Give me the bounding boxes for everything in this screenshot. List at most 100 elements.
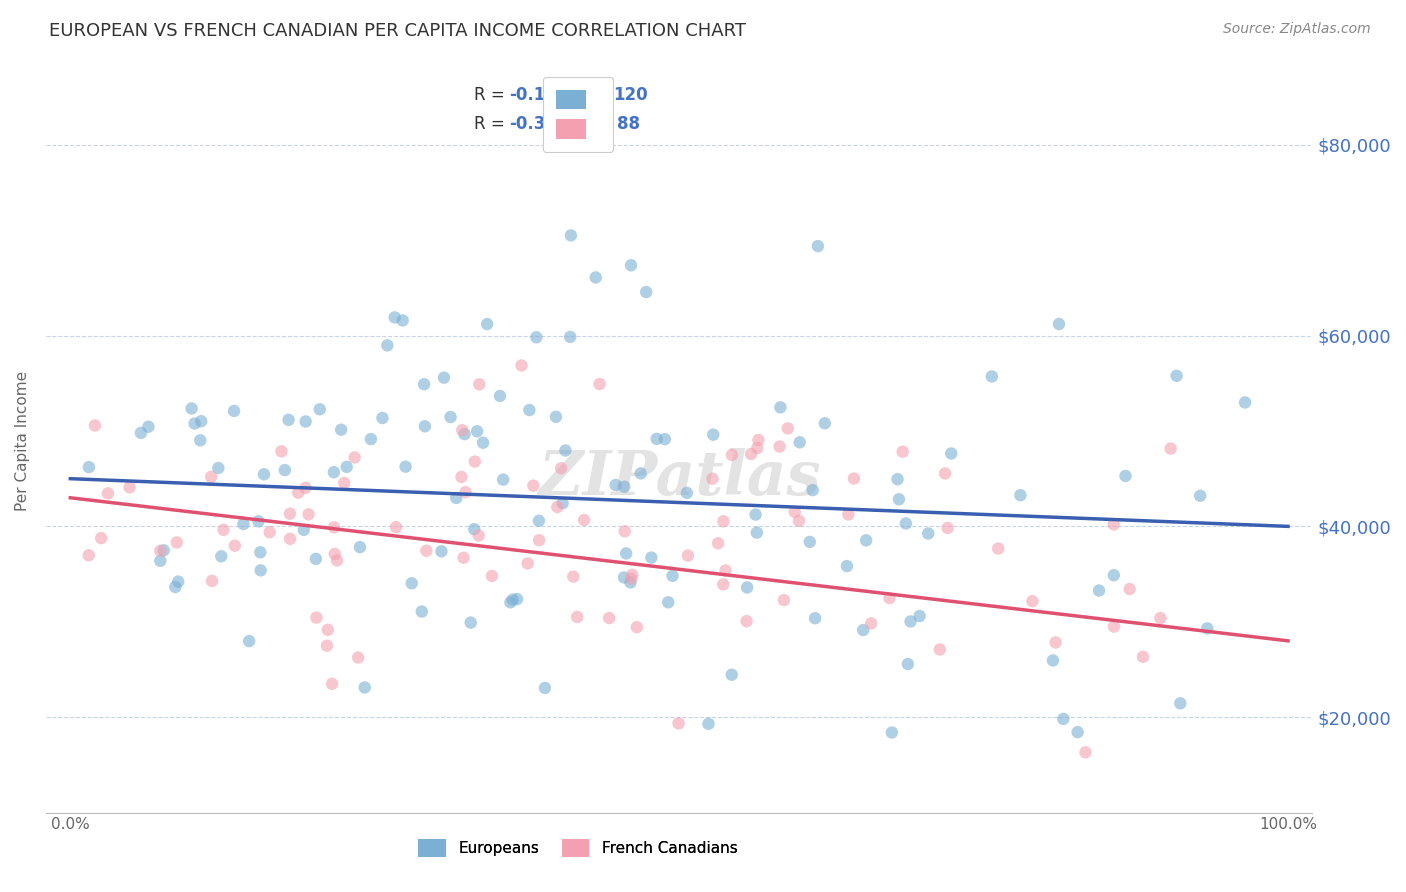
Point: [1042, 653, 1064, 667]
Point: [711, 577, 734, 591]
Point: [807, 239, 830, 253]
Point: [740, 447, 762, 461]
Point: [550, 461, 572, 475]
Point: [472, 435, 495, 450]
Point: [897, 657, 920, 671]
Text: ZIPatlas: ZIPatlas: [538, 448, 821, 508]
Point: [188, 434, 211, 448]
Point: [886, 472, 908, 486]
Point: [321, 677, 343, 691]
Point: [468, 377, 491, 392]
Point: [450, 470, 472, 484]
Point: [430, 544, 453, 558]
Point: [1197, 621, 1219, 635]
Point: [613, 524, 636, 539]
Point: [565, 610, 588, 624]
Point: [814, 417, 837, 431]
Point: [585, 270, 607, 285]
Point: [789, 435, 811, 450]
Point: [1102, 619, 1125, 633]
Point: [735, 614, 758, 628]
Point: [676, 549, 699, 563]
Point: [138, 419, 160, 434]
Point: [481, 569, 503, 583]
Point: [502, 592, 524, 607]
Point: [721, 448, 744, 462]
Text: N =: N =: [578, 86, 614, 103]
Point: [259, 525, 281, 540]
Point: [613, 570, 636, 584]
Point: [371, 411, 394, 425]
Point: [768, 440, 790, 454]
Point: [391, 313, 413, 327]
Point: [460, 615, 482, 630]
Point: [534, 681, 557, 695]
Point: [1021, 594, 1043, 608]
Point: [499, 595, 522, 609]
Point: [605, 478, 627, 492]
Point: [446, 491, 468, 505]
Point: [413, 419, 436, 434]
Point: [619, 575, 641, 590]
Point: [544, 409, 567, 424]
Point: [129, 425, 152, 440]
Point: [152, 543, 174, 558]
Point: [908, 609, 931, 624]
Text: EUROPEAN VS FRENCH CANADIAN PER CAPITA INCOME CORRELATION CHART: EUROPEAN VS FRENCH CANADIAN PER CAPITA I…: [49, 22, 747, 40]
Point: [1074, 745, 1097, 759]
Point: [522, 478, 544, 492]
Point: [620, 258, 643, 272]
Point: [465, 424, 488, 438]
Point: [287, 485, 309, 500]
Point: [415, 543, 437, 558]
Text: R =: R =: [474, 86, 510, 103]
Point: [1066, 725, 1088, 739]
Point: [787, 514, 810, 528]
Point: [190, 414, 212, 428]
Point: [654, 432, 676, 446]
Point: [207, 461, 229, 475]
Text: N =: N =: [578, 115, 614, 133]
Point: [1102, 517, 1125, 532]
Point: [917, 526, 939, 541]
Point: [657, 595, 679, 609]
Point: [713, 514, 735, 528]
Point: [347, 650, 370, 665]
Point: [747, 441, 769, 455]
Point: [527, 514, 550, 528]
Point: [891, 444, 914, 458]
Point: [546, 500, 568, 514]
Point: [77, 549, 100, 563]
Point: [987, 541, 1010, 556]
Point: [238, 634, 260, 648]
Point: [620, 572, 643, 586]
Point: [353, 681, 375, 695]
Point: [292, 523, 315, 537]
Point: [413, 377, 436, 392]
Point: [598, 611, 620, 625]
Point: [517, 403, 540, 417]
Point: [464, 454, 486, 468]
Point: [980, 369, 1002, 384]
Point: [1132, 649, 1154, 664]
Point: [801, 483, 824, 498]
Point: [747, 433, 769, 447]
Point: [183, 417, 205, 431]
Point: [97, 486, 120, 500]
Point: [336, 459, 359, 474]
Point: [384, 310, 406, 325]
Point: [278, 532, 301, 546]
Point: [804, 611, 827, 625]
Point: [165, 580, 187, 594]
Point: [249, 563, 271, 577]
Point: [316, 639, 339, 653]
Point: [613, 480, 636, 494]
Point: [773, 593, 796, 607]
Point: [551, 496, 574, 510]
Point: [554, 443, 576, 458]
Point: [614, 546, 637, 560]
Text: 88: 88: [617, 115, 640, 133]
Point: [1047, 317, 1070, 331]
Legend: Europeans, French Canadians: Europeans, French Canadians: [411, 831, 745, 864]
Text: -0.315: -0.315: [509, 115, 569, 133]
